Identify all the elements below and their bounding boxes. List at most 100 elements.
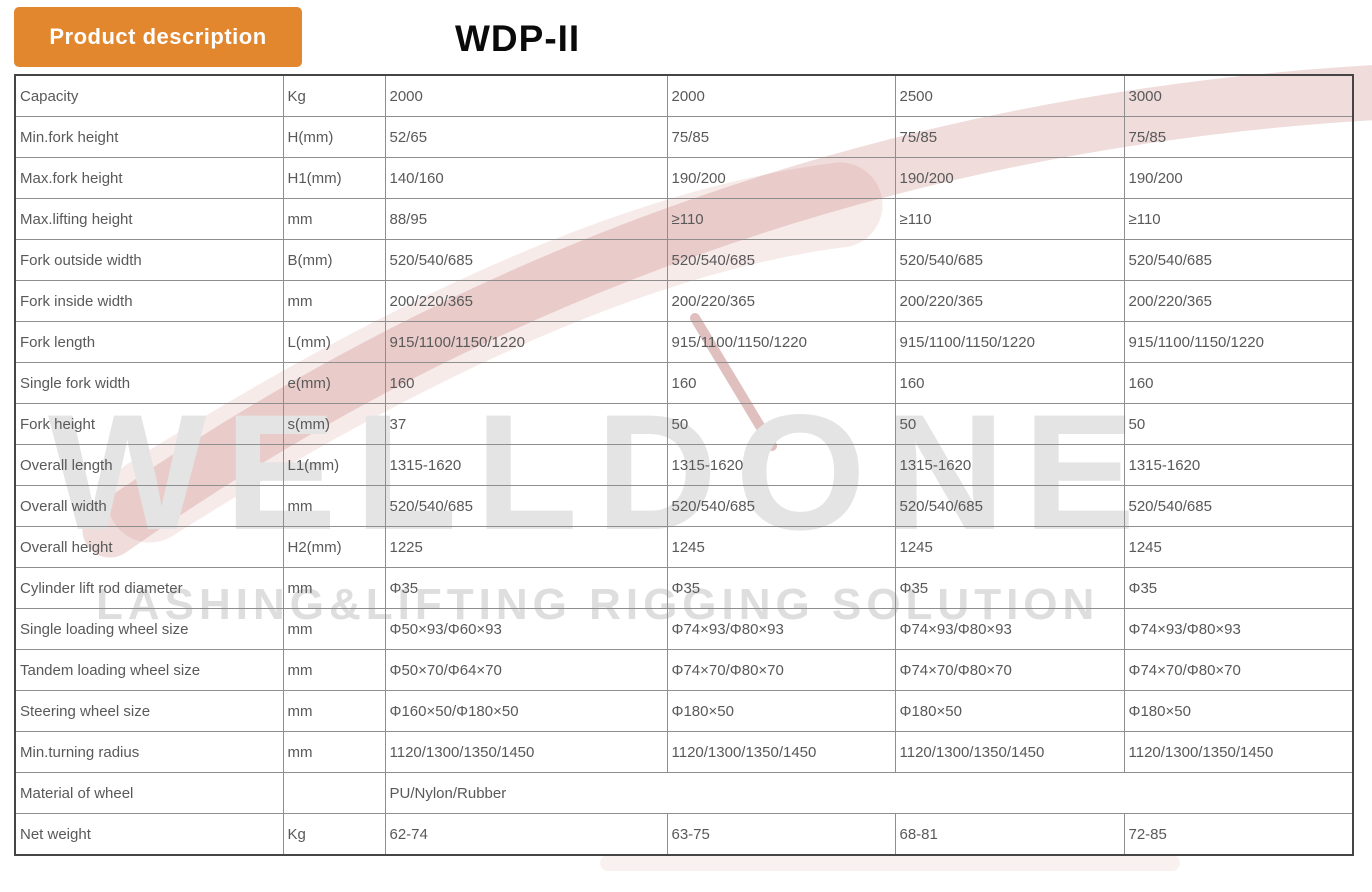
spec-value: 160 [384, 362, 668, 404]
spec-value: 160 [666, 362, 896, 404]
spec-value: 52/65 [384, 116, 668, 158]
spec-value: 1315-1620 [894, 444, 1125, 486]
spec-value: 520/540/685 [384, 485, 668, 527]
spec-unit: L1(mm) [282, 444, 386, 486]
spec-unit: L(mm) [282, 321, 386, 363]
table-row: Overall length L1(mm) 1315-1620 1315-1620 13… [14, 444, 1354, 486]
spec-label: Material of wheel [14, 772, 284, 814]
spec-value: Φ180×50 [894, 690, 1125, 732]
spec-value: ≥110 [894, 198, 1125, 240]
spec-value: 2000 [666, 74, 896, 117]
spec-value: 1225 [384, 526, 668, 568]
spec-value: 1120/1300/1350/1450 [666, 731, 896, 773]
spec-value: 520/540/685 [1123, 239, 1354, 281]
spec-label: Max.lifting height [14, 198, 284, 240]
table-row: Fork outside width B(mm) 520/540/685 520/54… [14, 239, 1354, 281]
spec-value: Φ74×93/Φ80×93 [1123, 608, 1354, 650]
spec-value: Φ74×70/Φ80×70 [894, 649, 1125, 691]
spec-unit: Kg [282, 74, 386, 117]
spec-value: Φ35 [384, 567, 668, 609]
spec-value: 2000 [384, 74, 668, 117]
spec-value: 63-75 [666, 813, 896, 856]
product-description-badge-label: Product description [49, 24, 267, 49]
spec-value: 520/540/685 [666, 239, 896, 281]
spec-value: 160 [894, 362, 1125, 404]
spec-value: 140/160 [384, 157, 668, 199]
spec-value: 915/1100/1150/1220 [1123, 321, 1354, 363]
spec-value: 200/220/365 [666, 280, 896, 322]
spec-label: Min.fork height [14, 116, 284, 158]
spec-table: Capacity Kg 2000 2000 2500 3000 Min.fork heigh… [14, 74, 1354, 856]
spec-value: 200/220/365 [384, 280, 668, 322]
spec-value: 520/540/685 [894, 239, 1125, 281]
table-row: Tandem loading wheel size mm Φ50×70/Φ64×70… [14, 649, 1354, 691]
spec-value: Φ35 [894, 567, 1125, 609]
spec-value: 915/1100/1150/1220 [894, 321, 1125, 363]
spec-unit: H(mm) [282, 116, 386, 158]
spec-value: 37 [384, 403, 668, 445]
spec-label: Fork length [14, 321, 284, 363]
spec-value: Φ74×70/Φ80×70 [666, 649, 896, 691]
spec-table-body: Capacity Kg 2000 2000 2500 3000 Min.fork heigh… [14, 74, 1354, 856]
spec-value: Φ35 [666, 567, 896, 609]
spec-value: Φ74×70/Φ80×70 [1123, 649, 1354, 691]
spec-value: 50 [894, 403, 1125, 445]
spec-value: 1245 [1123, 526, 1354, 568]
spec-value: 1315-1620 [666, 444, 896, 486]
spec-value: 50 [666, 403, 896, 445]
spec-value: 62-74 [384, 813, 668, 856]
spec-label: Tandem loading wheel size [14, 649, 284, 691]
spec-label: Overall length [14, 444, 284, 486]
spec-label: Steering wheel size [14, 690, 284, 732]
spec-label: Single fork width [14, 362, 284, 404]
spec-value: 72-85 [1123, 813, 1354, 856]
spec-unit: B(mm) [282, 239, 386, 281]
table-row: Fork length L(mm) 915/1100/1150/1220 915/11… [14, 321, 1354, 363]
spec-value: 520/540/685 [1123, 485, 1354, 527]
spec-label: Fork outside width [14, 239, 284, 281]
spec-value-span: PU/Nylon/Rubber [384, 772, 1354, 814]
table-row: Max.fork height H1(mm) 140/160 190/200 190/2… [14, 157, 1354, 199]
spec-value: 520/540/685 [894, 485, 1125, 527]
spec-unit: mm [282, 690, 386, 732]
spec-value: 75/85 [1123, 116, 1354, 158]
spec-value: 200/220/365 [1123, 280, 1354, 322]
spec-value: 160 [1123, 362, 1354, 404]
spec-value: Φ74×93/Φ80×93 [666, 608, 896, 650]
spec-label: Overall height [14, 526, 284, 568]
spec-unit: mm [282, 608, 386, 650]
spec-value: 1315-1620 [1123, 444, 1354, 486]
spec-label: Overall width [14, 485, 284, 527]
table-row: Min.turning radius mm 1120/1300/1350/1450 1… [14, 731, 1354, 773]
spec-unit: H1(mm) [282, 157, 386, 199]
spec-unit: mm [282, 649, 386, 691]
spec-value: 75/85 [894, 116, 1125, 158]
spec-label: Single loading wheel size [14, 608, 284, 650]
spec-value: 50 [1123, 403, 1354, 445]
product-description-badge[interactable]: Product description [14, 7, 302, 67]
spec-value: Φ74×93/Φ80×93 [894, 608, 1125, 650]
spec-value: 190/200 [666, 157, 896, 199]
table-row: Fork height s(mm) 37 50 50 50 [14, 403, 1354, 445]
table-row: Cylinder lift rod diameter mm Φ35 Φ35 Φ35 Φ35 [14, 567, 1354, 609]
spec-label: Max.fork height [14, 157, 284, 199]
spec-label: Capacity [14, 74, 284, 117]
spec-value: 88/95 [384, 198, 668, 240]
spec-value: 1120/1300/1350/1450 [894, 731, 1125, 773]
spec-value: Φ50×93/Φ60×93 [384, 608, 668, 650]
spec-value: 915/1100/1150/1220 [666, 321, 896, 363]
table-row: Capacity Kg 2000 2000 2500 3000 [14, 74, 1354, 117]
spec-label: Fork inside width [14, 280, 284, 322]
spec-value: 1245 [894, 526, 1125, 568]
spec-value: 200/220/365 [894, 280, 1125, 322]
spec-value: Φ180×50 [1123, 690, 1354, 732]
table-row: Max.lifting height mm 88/95 ≥110 ≥110 ≥110 [14, 198, 1354, 240]
spec-value: 1120/1300/1350/1450 [384, 731, 668, 773]
spec-label: Cylinder lift rod diameter [14, 567, 284, 609]
spec-value: Φ180×50 [666, 690, 896, 732]
spec-value: ≥110 [666, 198, 896, 240]
table-row: Single fork width e(mm) 160 160 160 160 [14, 362, 1354, 404]
spec-unit: e(mm) [282, 362, 386, 404]
spec-unit [282, 772, 386, 814]
table-row: Net weight Kg 62-74 63-75 68-81 72-85 [14, 813, 1354, 856]
